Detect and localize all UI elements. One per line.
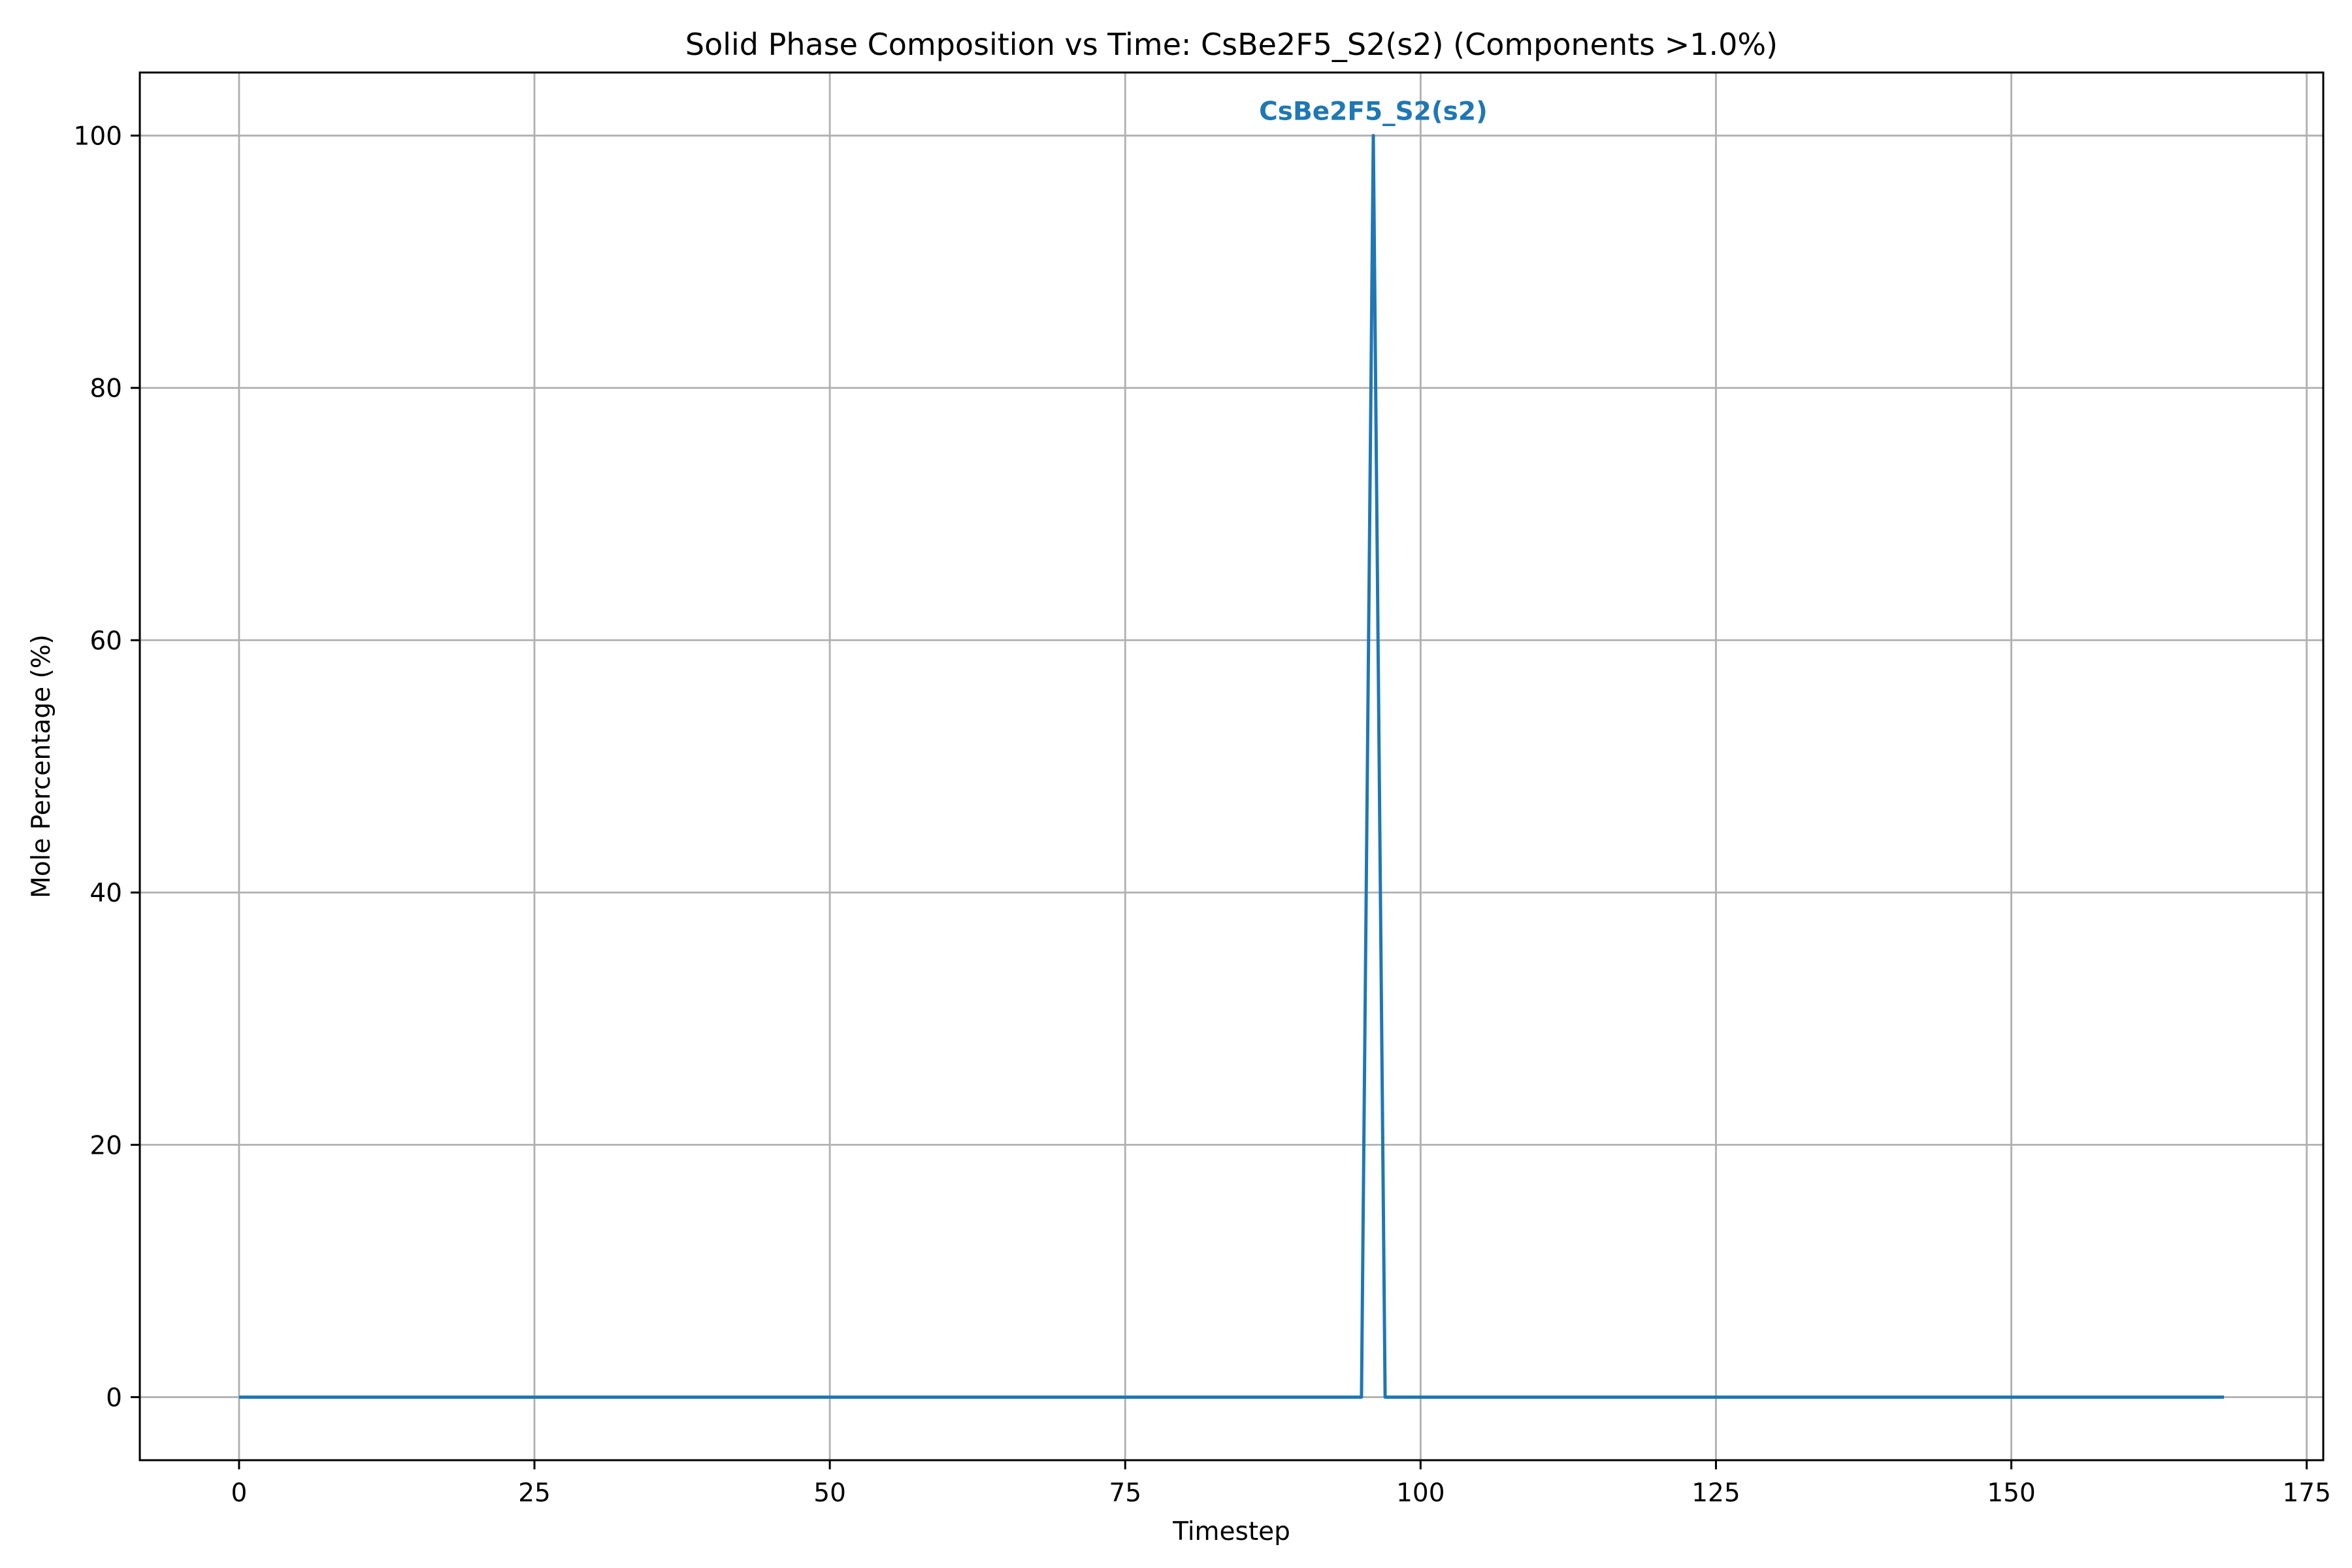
x-axis-label: Timestep [1172, 1517, 1290, 1546]
x-axis-ticks: 0 25 50 75 100 125 150 175 [231, 1460, 2331, 1508]
y-tick-label: 0 [106, 1383, 122, 1413]
y-tick-label: 100 [74, 122, 122, 152]
x-tick-label: 25 [518, 1478, 551, 1508]
y-tick-label: 60 [90, 627, 122, 656]
series-layer [238, 134, 2225, 1399]
y-axis-ticks: 0 20 40 60 80 100 [74, 122, 140, 1413]
y-tick-label: 20 [90, 1131, 122, 1160]
y-tick-label: 40 [90, 879, 122, 908]
plot-frame [139, 71, 2325, 1462]
x-tick-label: 0 [231, 1478, 247, 1508]
x-tick-label: 75 [1109, 1478, 1141, 1508]
x-tick-label: 175 [2282, 1478, 2330, 1508]
x-tick-label: 150 [1987, 1478, 2035, 1508]
y-tick-label: 80 [90, 374, 122, 404]
peak-annotation: CsBe2F5_S2(s2) [1259, 97, 1488, 127]
grid [140, 73, 2323, 1460]
annotation-layer: CsBe2F5_S2(s2) [1259, 97, 1488, 127]
y-axis-label: Mole Percentage (%) [27, 634, 56, 898]
series-line [238, 134, 2225, 1399]
x-tick-label: 125 [1691, 1478, 1740, 1508]
x-tick-label: 50 [813, 1478, 846, 1508]
x-tick-label: 100 [1396, 1478, 1445, 1508]
chart-title: Solid Phase Composition vs Time: CsBe2F5… [685, 27, 1778, 62]
